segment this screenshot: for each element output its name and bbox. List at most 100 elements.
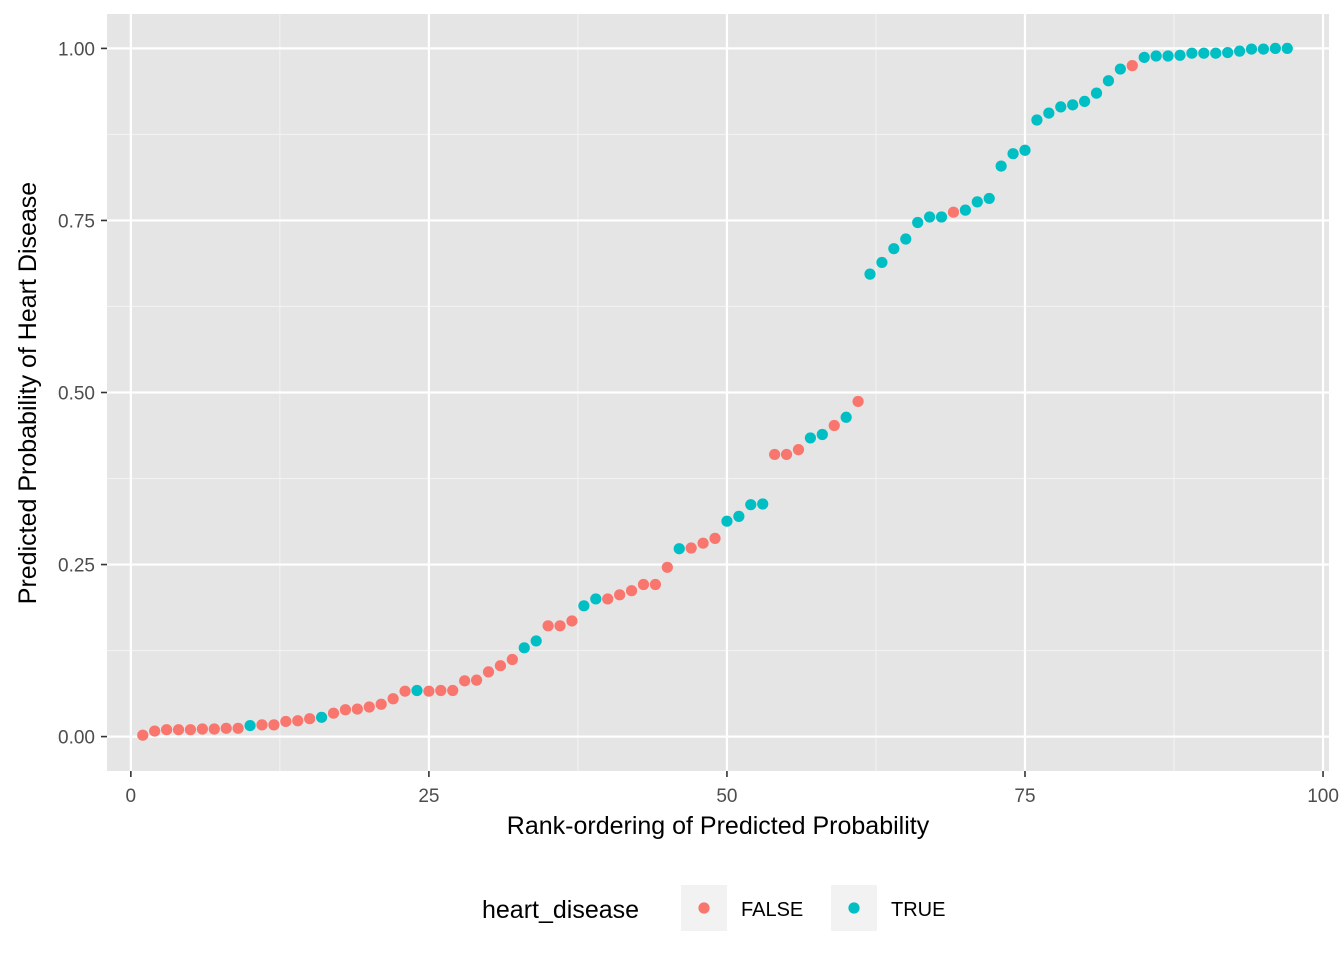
point-false: [220, 722, 232, 734]
point-true: [1257, 43, 1270, 55]
point-true: [840, 411, 852, 423]
point-false: [375, 698, 387, 710]
point-false: [363, 701, 375, 713]
point-true: [816, 428, 828, 441]
point-true: [315, 711, 328, 723]
legend-marker-true: [848, 902, 860, 914]
point-false: [327, 707, 340, 719]
point-false: [828, 419, 840, 432]
point-false: [1126, 60, 1138, 72]
point-true: [1210, 47, 1222, 59]
point-true: [1090, 87, 1103, 99]
point-false: [637, 578, 650, 591]
point-true: [995, 160, 1007, 172]
point-false: [685, 542, 697, 554]
point-true: [1031, 114, 1043, 126]
point-true: [1198, 47, 1210, 59]
point-false: [614, 589, 626, 601]
point-false: [280, 715, 292, 728]
point-false: [232, 722, 244, 734]
point-true: [935, 211, 948, 223]
point-true: [900, 233, 912, 245]
y-tick-label: 0.50: [58, 384, 95, 405]
point-true: [1079, 95, 1091, 107]
point-true: [983, 192, 995, 205]
point-false: [542, 620, 554, 632]
point-false: [697, 537, 709, 549]
legend-title: heart_disease: [482, 896, 639, 924]
point-false: [769, 448, 781, 461]
point-true: [912, 216, 924, 229]
point-false: [435, 684, 447, 697]
legend-label-false: FALSE: [741, 899, 803, 921]
point-false: [208, 723, 220, 735]
point-true: [530, 635, 542, 647]
point-true: [1043, 107, 1055, 119]
point-false: [256, 719, 268, 731]
point-false: [423, 685, 435, 697]
point-false: [339, 704, 352, 716]
grid-major: [107, 14, 1329, 771]
point-false: [470, 674, 483, 686]
point-true: [864, 268, 876, 280]
x-tick-label: 100: [1307, 786, 1339, 807]
point-false: [661, 561, 673, 573]
point-false: [566, 615, 578, 627]
point-true: [1067, 99, 1079, 111]
point-true: [1007, 148, 1019, 160]
point-true: [1245, 43, 1258, 55]
point-true: [757, 498, 769, 510]
point-false: [506, 653, 518, 666]
x-tick-label: 75: [1014, 786, 1035, 807]
point-true: [733, 510, 745, 522]
y-tick-label: 0.00: [58, 728, 95, 749]
point-true: [1102, 75, 1115, 87]
point-true: [244, 719, 256, 732]
legend: heart_disease FALSE TRUE: [482, 885, 945, 931]
y-axis-title: Predicted Probability of Heart Disease: [14, 182, 42, 604]
point-false: [602, 593, 614, 605]
point-true: [673, 543, 685, 555]
point-true: [1138, 51, 1150, 63]
point-false: [351, 703, 363, 715]
point-false: [268, 719, 280, 731]
point-true: [1114, 63, 1126, 75]
point-true: [721, 515, 733, 527]
data-points: [137, 42, 1293, 741]
legend-marker-false: [698, 902, 710, 914]
point-true: [590, 593, 602, 605]
point-false: [399, 685, 411, 697]
x-tick-label: 0: [126, 786, 137, 807]
point-false: [447, 684, 459, 697]
point-false: [149, 725, 161, 737]
point-true: [1162, 50, 1174, 62]
point-false: [304, 713, 316, 725]
y-axis: 0.00 0.25 0.50 0.75 1.00: [58, 39, 107, 749]
point-true: [888, 243, 900, 255]
point-false: [780, 448, 793, 461]
point-true: [1233, 45, 1246, 57]
point-true: [411, 684, 423, 697]
x-tick-label: 25: [418, 786, 439, 807]
point-true: [1150, 50, 1162, 62]
point-false: [947, 206, 960, 218]
x-axis-title: Rank-ordering of Predicted Probability: [507, 812, 930, 840]
point-false: [709, 532, 721, 544]
point-false: [625, 585, 638, 597]
point-false: [196, 723, 208, 735]
point-false: [292, 715, 304, 727]
point-true: [518, 642, 530, 654]
point-false: [459, 675, 471, 687]
x-axis: 0 25 50 75 100: [126, 771, 1339, 807]
point-true: [1269, 42, 1281, 55]
point-true: [578, 600, 590, 612]
point-true: [971, 196, 983, 208]
y-tick-label: 0.25: [58, 556, 95, 577]
point-true: [1186, 47, 1198, 59]
point-true: [876, 256, 888, 269]
point-false: [649, 578, 662, 591]
point-false: [554, 620, 566, 632]
point-false: [172, 724, 185, 736]
point-false: [792, 444, 805, 456]
